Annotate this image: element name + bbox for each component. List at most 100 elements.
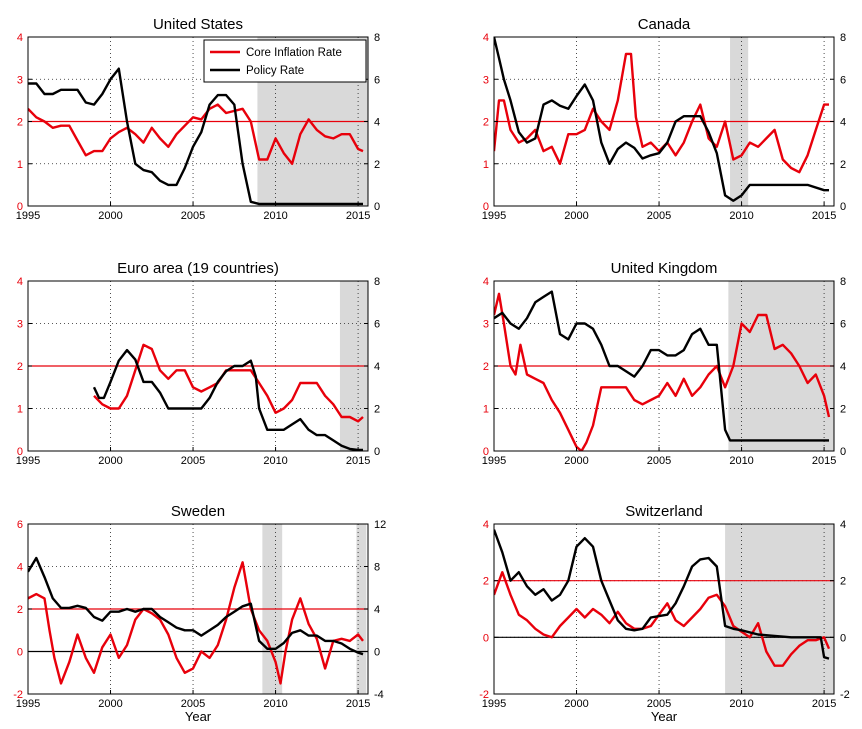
y-tick-label-right: 8	[840, 32, 846, 44]
chart-panel: -2 0 2 4 6 -4 0 4 8 12 1995 2000 2005 2010 2015 Sweden Y…	[13, 503, 386, 724]
x-tick-label: 1995	[482, 210, 506, 222]
y-tick-label-right: 8	[374, 562, 380, 574]
y-tick-label-right: 8	[840, 276, 846, 288]
y-tick-label-left: 4	[483, 32, 489, 44]
panel-title: United Kingdom	[611, 260, 718, 277]
x-tick-label: 2005	[181, 210, 205, 222]
core-inflation-line	[28, 561, 364, 685]
panel-title: United States	[153, 16, 243, 33]
core-inflation-line	[93, 343, 364, 423]
y-tick-label-left: 1	[483, 159, 489, 171]
y-tick-label-left: -2	[479, 689, 489, 701]
x-tick-label: 2000	[98, 698, 122, 710]
y-tick-label-left: 3	[483, 74, 489, 86]
y-tick-label-right: 0	[840, 201, 846, 213]
panel-title: Sweden	[171, 503, 225, 520]
y-tick-label-right: 4	[840, 361, 846, 373]
y-tick-label-right: 4	[840, 519, 846, 531]
chart-panel: 0 1 2 3 4 0 2 4 6 8 1995 2000 2005 2010 2015 United Sta…	[16, 16, 380, 222]
y-tick-label-left: 0	[17, 446, 23, 458]
y-tick-label-right: 2	[840, 404, 846, 416]
y-tick-label-right: 6	[374, 74, 380, 86]
y-tick-label-right: 2	[374, 159, 380, 171]
x-tick-label: 1995	[482, 698, 506, 710]
y-tick-label-left: 0	[17, 647, 23, 659]
legend-label-policy-rate: Policy Rate	[246, 65, 304, 77]
y-tick-label-left: 4	[17, 562, 23, 574]
legend: Core Inflation Rate Policy Rate	[203, 39, 367, 83]
core-inflation-line	[28, 103, 364, 166]
x-tick-label: 1995	[16, 455, 40, 467]
y-tick-label-right: 0	[840, 446, 846, 458]
y-tick-label-left: 1	[17, 404, 23, 416]
core-inflation-line	[494, 292, 831, 451]
x-tick-label: 2000	[564, 455, 588, 467]
panel-title: Switzerland	[625, 503, 703, 520]
legend-box	[203, 39, 367, 83]
y-tick-label-right: 0	[374, 201, 380, 213]
y-tick-label-left: 1	[17, 159, 23, 171]
x-axis-label: Year	[185, 709, 212, 724]
x-tick-label: 2005	[647, 455, 671, 467]
y-tick-label-left: 1	[483, 404, 489, 416]
y-tick-label-right: 4	[374, 604, 380, 616]
x-tick-label: 1995	[482, 455, 506, 467]
x-axis-label: Year	[651, 709, 678, 724]
core-inflation-line	[494, 571, 831, 667]
x-tick-label: 1995	[16, 698, 40, 710]
x-tick-label: 2000	[564, 698, 588, 710]
policy-rate-line	[28, 556, 364, 656]
x-tick-label: 2010	[263, 210, 287, 222]
y-tick-label-right: 12	[374, 519, 386, 531]
x-tick-label: 1995	[16, 210, 40, 222]
core-inflation-line	[494, 52, 829, 174]
policy-rate-line	[28, 67, 363, 206]
y-tick-label-right: 6	[840, 74, 846, 86]
y-tick-label-left: 0	[17, 201, 23, 213]
policy-rate-line	[92, 348, 363, 451]
y-tick-label-left: 2	[483, 361, 489, 373]
x-tick-label: 2010	[729, 210, 753, 222]
y-tick-label-left: 2	[483, 117, 489, 129]
chart-panel: 0 1 2 3 4 0 2 4 6 8 1995 2000 2005 2010 2015 Canada	[482, 16, 846, 222]
x-tick-label: 2000	[98, 455, 122, 467]
y-tick-label-right: 6	[374, 319, 380, 331]
x-tick-label: 2010	[263, 455, 287, 467]
x-tick-label: 2010	[729, 455, 753, 467]
x-tick-label: 2005	[647, 698, 671, 710]
y-tick-label-right: 0	[840, 632, 846, 644]
y-tick-label-left: 6	[17, 519, 23, 531]
x-tick-label: 2005	[181, 698, 205, 710]
y-tick-label-left: 0	[483, 201, 489, 213]
y-tick-label-right: 4	[374, 361, 380, 373]
y-tick-label-right: 4	[840, 117, 846, 129]
y-tick-label-right: 8	[374, 32, 380, 44]
y-tick-label-right: -2	[840, 689, 850, 701]
policy-rate-line	[494, 290, 829, 442]
y-tick-label-left: 4	[17, 276, 23, 288]
y-tick-label-left: 2	[17, 361, 23, 373]
y-tick-label-left: 4	[483, 276, 489, 288]
y-tick-label-right: 2	[840, 159, 846, 171]
y-tick-label-right: 4	[374, 117, 380, 129]
panel-title: Canada	[638, 16, 691, 33]
y-tick-label-left: 2	[17, 117, 23, 129]
panel-title: Euro area (19 countries)	[117, 260, 279, 277]
policy-rate-line	[494, 529, 830, 660]
x-tick-label: 2015	[346, 210, 370, 222]
y-tick-label-right: -4	[374, 689, 384, 701]
y-tick-label-left: 0	[483, 446, 489, 458]
x-tick-label: 2010	[729, 698, 753, 710]
y-tick-label-left: 2	[483, 576, 489, 588]
y-tick-label-left: -2	[13, 689, 23, 701]
x-tick-label: 2015	[812, 455, 836, 467]
y-tick-label-left: 3	[17, 74, 23, 86]
y-tick-label-right: 6	[840, 319, 846, 331]
legend-label-core-inflation: Core Inflation Rate	[246, 47, 342, 59]
y-tick-label-left: 3	[483, 319, 489, 331]
x-tick-label: 2015	[812, 698, 836, 710]
chart-panel: 0 1 2 3 4 0 2 4 6 8 1995 2000 2005 2010 2015 Euro area …	[16, 260, 380, 467]
x-tick-label: 2005	[647, 210, 671, 222]
y-tick-label-left: 3	[17, 319, 23, 331]
